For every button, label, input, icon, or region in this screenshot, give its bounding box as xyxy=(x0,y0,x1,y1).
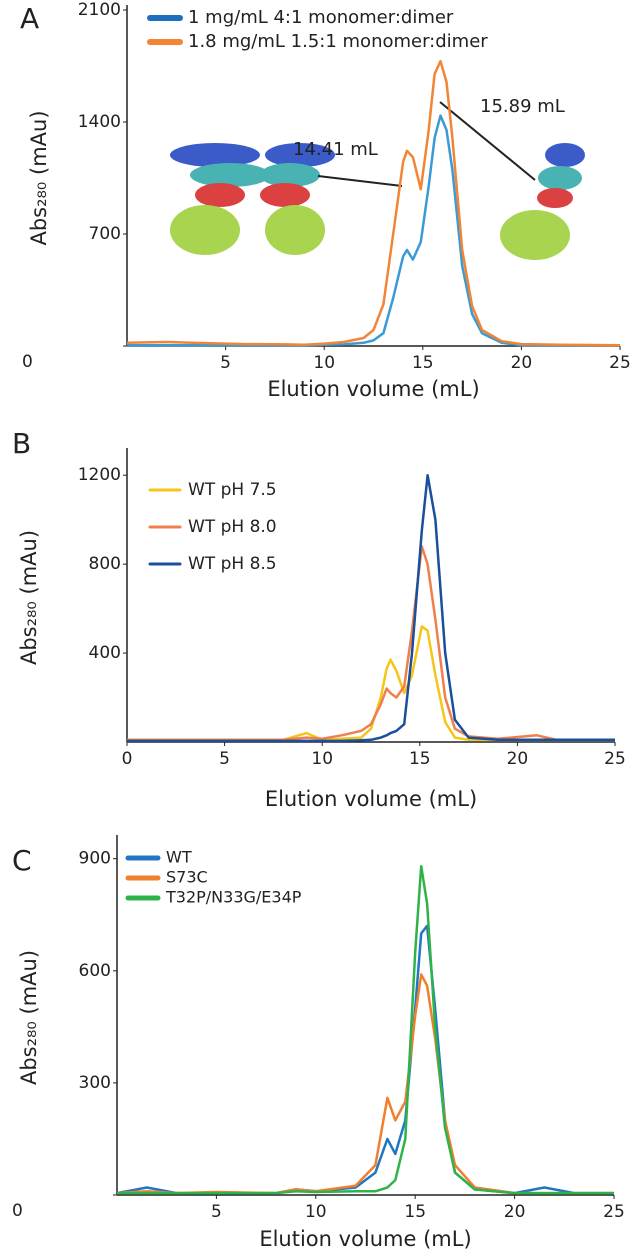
x-axis-label: Elution volume (mL) xyxy=(267,377,479,401)
annotation: 14.41 mL xyxy=(293,139,378,160)
x-tick-label: 5 xyxy=(211,1202,222,1222)
y-tick-label: 700 xyxy=(89,224,121,244)
y-tick-label: 2100 xyxy=(78,0,121,20)
x-tick-label: 10 xyxy=(311,749,333,769)
x-tick-label: 25 xyxy=(603,1202,625,1222)
legend-label: 1.8 mg/mL 1.5:1 monomer:dimer xyxy=(188,31,488,52)
x-axis-label: Elution volume (mL) xyxy=(265,787,477,811)
y-axis-label: Abs₂₈₀ (mAu) xyxy=(17,950,41,1085)
x-tick-label: 15 xyxy=(409,749,431,769)
y-tick-label: 0 xyxy=(22,352,33,372)
annotation-pointer xyxy=(439,101,536,181)
annotation-pointer xyxy=(317,175,403,187)
y-axis-label: Abs₂₈₀ (mAu) xyxy=(27,110,51,245)
series-line xyxy=(126,59,621,347)
x-axis-label: Elution volume (mL) xyxy=(259,1227,471,1251)
series-line xyxy=(127,545,615,742)
x-tick-label: 25 xyxy=(604,749,626,769)
y-tick-label: 1400 xyxy=(78,112,121,132)
x-tick-label: 0 xyxy=(122,749,133,769)
y-tick-label: 600 xyxy=(79,961,111,981)
protein-illustration xyxy=(170,143,585,260)
x-tick-label: 25 xyxy=(609,353,631,373)
series-line xyxy=(116,924,614,1195)
x-tick-label: 5 xyxy=(219,749,230,769)
x-tick-label: 20 xyxy=(507,749,529,769)
y-tick-label: 300 xyxy=(79,1073,111,1093)
y-axis-label: Abs₂₈₀ (mAu) xyxy=(17,530,41,665)
x-tick-label: 10 xyxy=(313,353,335,373)
y-tick-label: 800 xyxy=(89,554,121,574)
panel-label: B xyxy=(12,427,31,460)
series-line xyxy=(127,473,615,743)
legend-label: 1 mg/mL 4:1 monomer:dimer xyxy=(188,7,454,28)
y-tick-label: 1200 xyxy=(78,465,121,485)
x-tick-label: 5 xyxy=(220,353,231,373)
legend-label: T32P/N33G/E34P xyxy=(165,888,302,907)
annotation: 15.89 mL xyxy=(480,96,565,117)
panel-label: C xyxy=(12,844,32,877)
x-tick-label: 15 xyxy=(412,353,434,373)
legend-label: WT xyxy=(166,848,192,867)
y-tick-label: 400 xyxy=(89,643,121,663)
y-tick-label: 900 xyxy=(79,849,111,869)
panel-label: A xyxy=(20,2,39,35)
series-line xyxy=(117,864,614,1195)
legend-label: WT pH 7.5 xyxy=(188,480,277,500)
x-tick-label: 20 xyxy=(504,1202,526,1222)
x-tick-label: 20 xyxy=(511,353,533,373)
legend-label: WT pH 8.0 xyxy=(188,517,277,537)
y-tick-label: 0 xyxy=(12,1201,23,1221)
x-tick-label: 15 xyxy=(404,1202,426,1222)
x-tick-label: 10 xyxy=(305,1202,327,1222)
legend-label: WT pH 8.5 xyxy=(188,554,277,574)
legend-label: S73C xyxy=(166,868,208,887)
series-line xyxy=(116,973,614,1195)
